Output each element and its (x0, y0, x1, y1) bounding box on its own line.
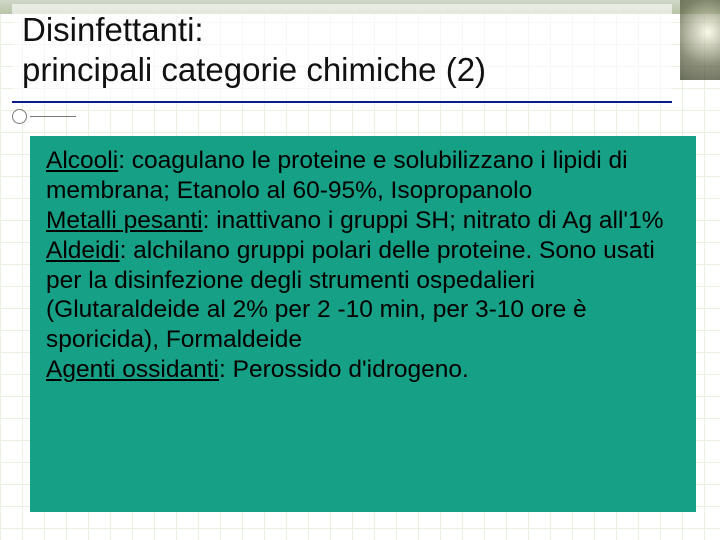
entry-alcooli: Alcooli: coagulano le proteine e solubil… (46, 146, 680, 206)
entry-metalli: Metalli pesanti: inattivano i gruppi SH;… (46, 206, 680, 236)
text-aldeidi: : alchilano gruppi polari delle proteine… (46, 237, 655, 354)
term-ossidanti: Agenti ossidanti (46, 356, 219, 383)
corner-photo-decor (680, 0, 720, 80)
term-aldeidi: Aldeidi (46, 237, 120, 264)
slide-title: Disinfettanti: principali categorie chim… (22, 10, 662, 89)
content-panel: Alcooli: coagulano le proteine e solubil… (30, 136, 696, 512)
title-notch-decor (10, 104, 70, 130)
notch-line (30, 116, 76, 117)
entry-aldeidi: Aldeidi: alchilano gruppi polari delle p… (46, 236, 680, 356)
title-line-1: Disinfettanti: (22, 11, 204, 48)
text-metalli: : inattivano i gruppi SH; nitrato di Ag … (203, 207, 664, 234)
entry-ossidanti: Agenti ossidanti: Perossido d'idrogeno. (46, 355, 680, 385)
title-container: Disinfettanti: principali categorie chim… (12, 4, 672, 103)
notch-circle (12, 109, 27, 124)
term-alcooli: Alcooli (46, 147, 118, 174)
term-metalli: Metalli pesanti (46, 207, 203, 234)
title-line-2: principali categorie chimiche (2) (22, 51, 486, 88)
text-alcooli: : coagulano le proteine e solubilizzano … (46, 147, 628, 204)
text-ossidanti: : Perossido d'idrogeno. (219, 356, 469, 383)
